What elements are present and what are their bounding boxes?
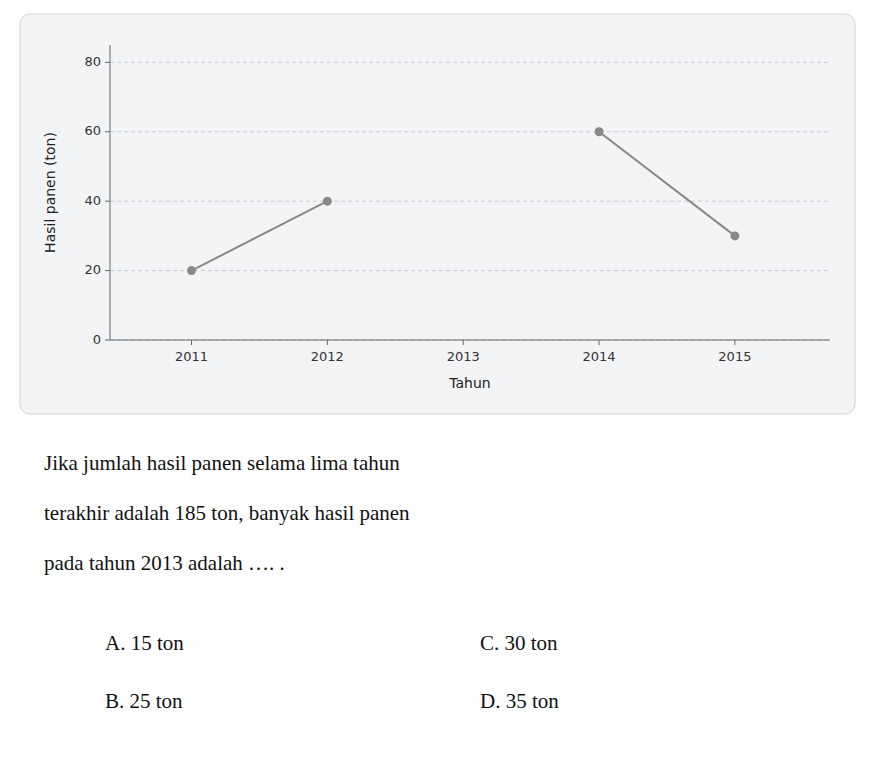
question-line: Jika jumlah hasil panen selama lima tahu…	[44, 451, 400, 475]
x-tick-label: 2011	[175, 349, 208, 364]
y-axis-line	[110, 45, 111, 340]
plot-data	[187, 127, 739, 275]
grid-line	[110, 201, 830, 202]
question: Jika jumlah hasil panen selama lima tahu…	[44, 451, 559, 713]
x-tick-label: 2015	[718, 349, 751, 364]
x-tick	[327, 340, 328, 345]
grid-line	[110, 270, 830, 271]
axes: 0 20 40 60 80 2011 2012 2013 2014 2015	[84, 45, 830, 364]
x-tick	[191, 340, 192, 345]
marker	[730, 231, 739, 240]
question-line: pada tahun 2013 adalah …. .	[44, 551, 285, 575]
x-tick	[599, 340, 600, 345]
question-line: terakhir adalah 185 ton, banyak hasil pa…	[44, 501, 410, 525]
x-tick	[734, 340, 735, 345]
y-tick-label: 60	[84, 123, 101, 138]
x-tick-label: 2013	[447, 349, 480, 364]
answer-option: A. 15 ton	[105, 631, 184, 655]
grid-line	[110, 340, 830, 341]
y-tick-label: 0	[93, 332, 101, 347]
chart-panel	[20, 14, 855, 414]
grid-line	[110, 62, 830, 63]
y-axis-label: Hasil panen (ton)	[42, 132, 58, 253]
marker	[323, 197, 332, 206]
y-tick-label: 40	[84, 193, 101, 208]
y-tick	[105, 340, 110, 341]
y-tick	[105, 201, 110, 202]
line	[192, 132, 735, 271]
y-tick-label: 20	[84, 262, 101, 277]
answer-option: C. 30 ton	[480, 631, 558, 655]
chart-svg: 0 20 40 60 80 2011 2012 2013 2014 2015 Tahun Hasil …	[0, 0, 875, 777]
grid	[110, 62, 830, 340]
marker	[595, 127, 604, 136]
marker	[187, 266, 196, 275]
grid-line	[110, 131, 830, 132]
answer-option: B. 25 ton	[105, 689, 183, 713]
x-tick-label: 2012	[311, 349, 344, 364]
x-tick-label: 2014	[583, 349, 616, 364]
y-tick	[105, 131, 110, 132]
y-tick-label: 80	[84, 54, 101, 69]
answer-option: D. 35 ton	[480, 689, 559, 713]
x-axis-line	[110, 340, 830, 341]
x-axis-label: Tahun	[448, 375, 490, 391]
x-tick	[463, 340, 464, 345]
y-tick	[105, 270, 110, 271]
y-tick	[105, 62, 110, 63]
